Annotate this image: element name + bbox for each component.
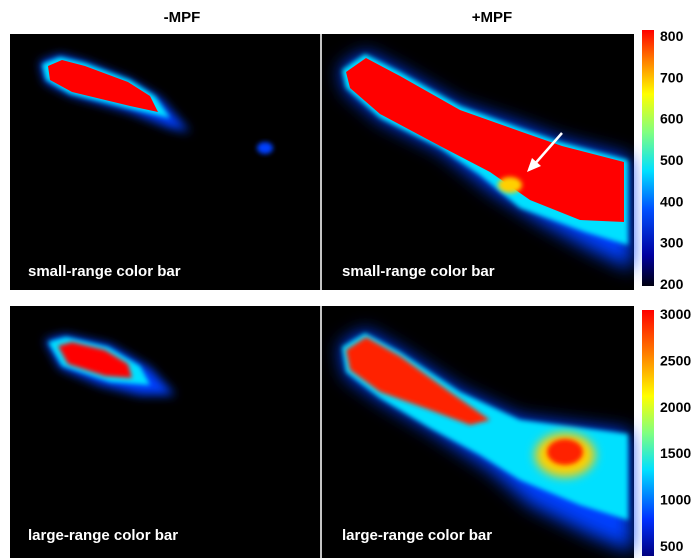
colorbar-tick-label: 400	[660, 193, 684, 209]
colorbar-ticks: 800 700 600 500 400 300 200	[660, 28, 684, 292]
colorbar-tick-label: 700	[660, 69, 684, 85]
colorbar	[642, 310, 654, 556]
column-header: +MPF	[472, 9, 512, 26]
colorbar-tick-label: 600	[660, 111, 684, 127]
colorbar-tick-label: 3000	[660, 306, 691, 322]
colorbar-tick-label: 800	[660, 28, 684, 44]
colorbar-ticks: 3000 2500 2000 1500 1000 500	[660, 306, 691, 554]
colorbar-tick-label: 200	[660, 276, 684, 292]
panel-label: large-range color bar	[342, 527, 492, 544]
colorbar-tick-label: 1000	[660, 492, 691, 508]
colorbar-tick-label: 2500	[660, 352, 691, 368]
colorbar-tick-label: 300	[660, 235, 684, 251]
figure: -MPF +MPF small-range color bar small-ra…	[0, 0, 697, 558]
colorbar	[642, 30, 654, 286]
panel-label: small-range color bar	[28, 263, 181, 280]
colorbar-tick-label: 500	[660, 538, 684, 554]
figure-svg: -MPF +MPF small-range color bar small-ra…	[0, 0, 697, 558]
colorbar-tick-label: 500	[660, 152, 684, 168]
colorbar-tick-label: 1500	[660, 445, 691, 461]
panel-label: small-range color bar	[342, 263, 495, 280]
panel-label: large-range color bar	[28, 527, 178, 544]
column-header: -MPF	[164, 9, 201, 26]
colorbar-tick-label: 2000	[660, 399, 691, 415]
